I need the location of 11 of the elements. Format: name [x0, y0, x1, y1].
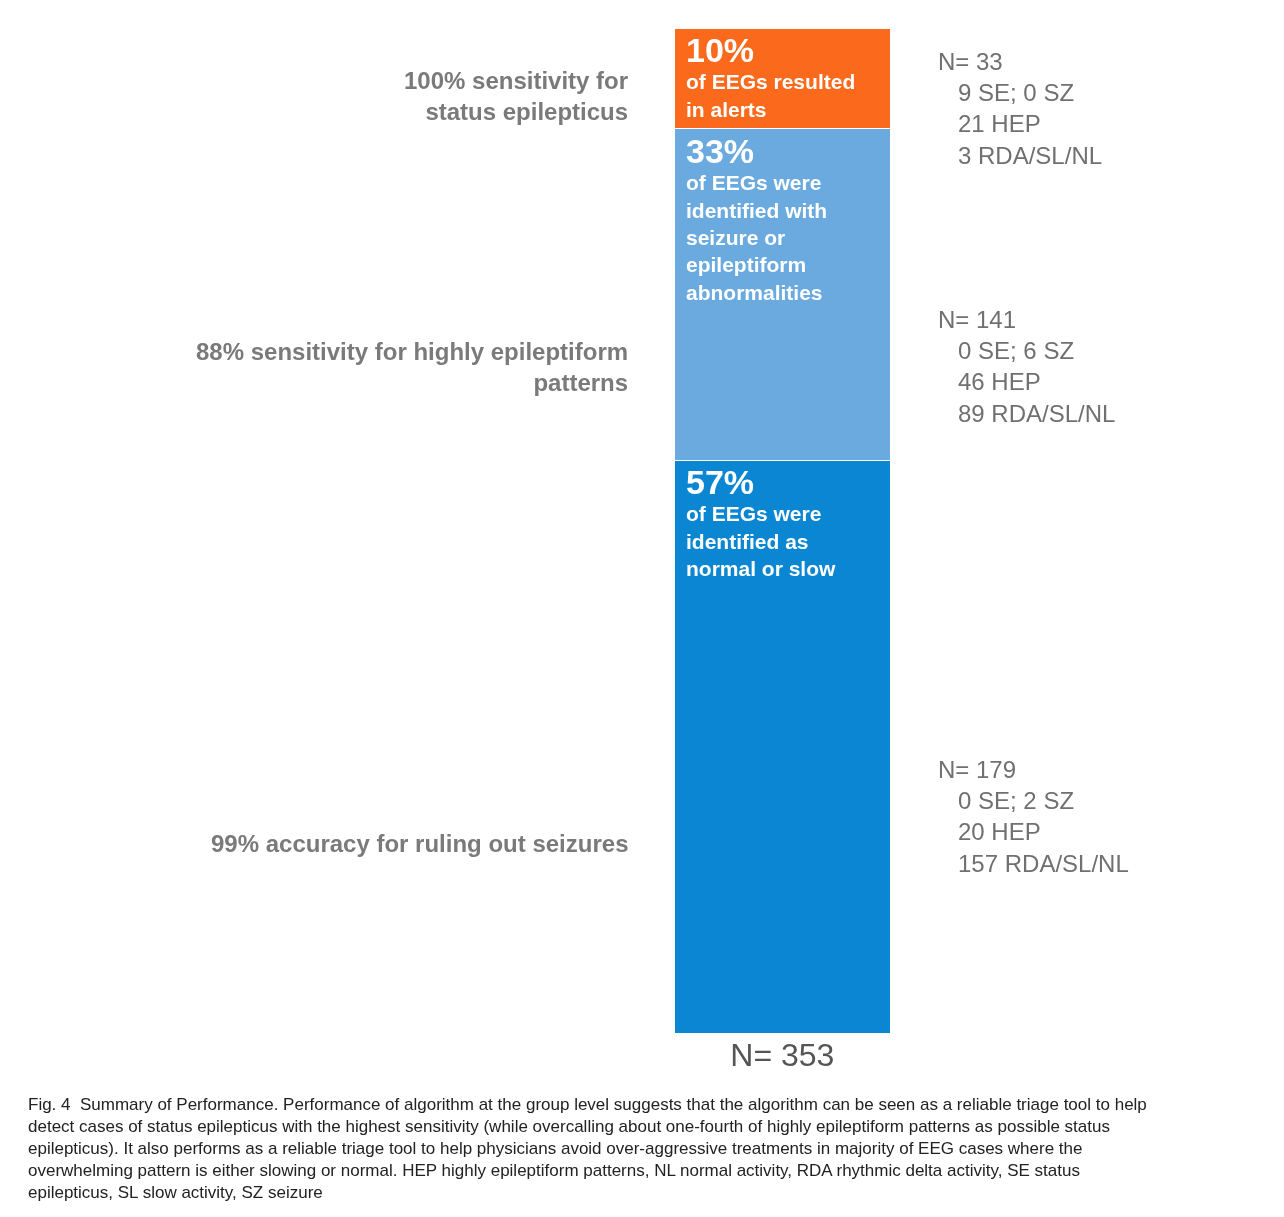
text: 99% accuracy for ruling out seizures: [211, 830, 629, 857]
text: N= 141 0 SE; 6 SZ 46 HEP 89 RDA/SL/NL: [938, 306, 1116, 427]
x-tick-label: N= 353: [730, 1037, 835, 1073]
text: N= 33 9 SE; 0 SZ 21 HEP 3 RDA/SL/NL: [938, 48, 1103, 169]
text: N= 179 0 SE; 2 SZ 20 HEP 157 RDA/SL/NL: [938, 756, 1129, 877]
data-label: 57% of EEGs were identified as normal or slow: [686, 463, 837, 580]
text: 100% sensitivity for status epilepticus: [404, 67, 629, 126]
data-label: 33% of EEGs were identified with seizure or epileptiform abnormalities: [686, 132, 828, 304]
text: 88% sensitivity for highly epileptiform patterns: [196, 338, 629, 397]
caption: Fig. 4 Summary of Performance. Performance of algorithm at the group level suggests that the algorithm can be seen as a reliable triage tool to help detect cases of status epilepticus with the highest sensitivity (while overcalling about one-fourth of highly epileptiform patterns as possible status epilepticus). It also performs as a reliable triage tool to help physicians avoid over-aggressive treatments in majority of EEG cases where the overwhelming pattern is either slowing or normal. HEP highly epileptiform patterns, NL normal activity, RDA rhythmic delta activity, SE status epilepticus, SL slow activity, SZ seizure: [28, 1095, 1147, 1203]
data-label: 10% of EEGs resulted in alerts: [686, 31, 856, 121]
